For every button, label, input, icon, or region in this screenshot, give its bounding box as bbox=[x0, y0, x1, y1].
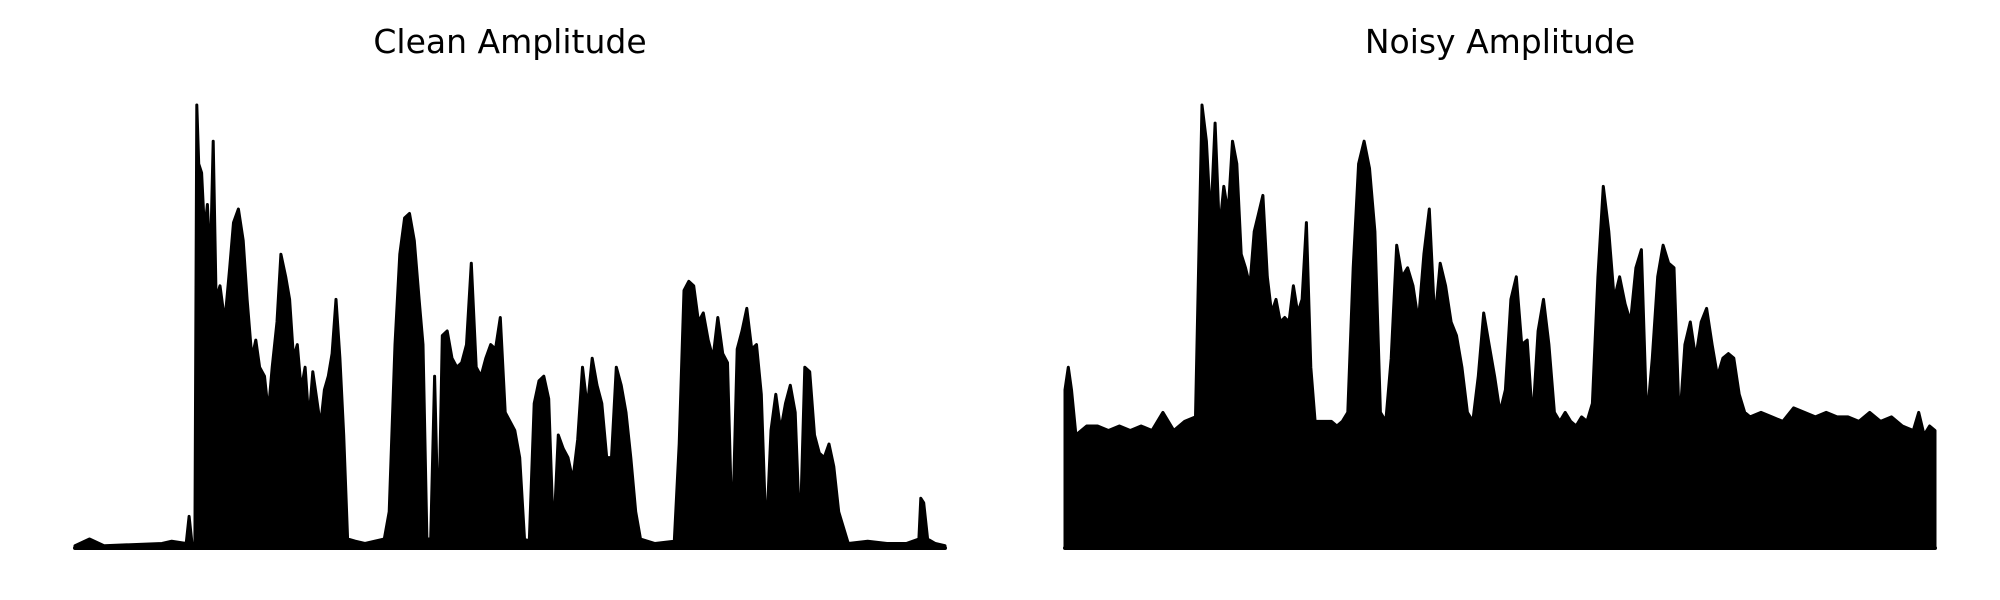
clean-amplitude-panel: Clean Amplitude bbox=[60, 0, 960, 600]
noisy-amplitude-panel: Noisy Amplitude bbox=[1050, 0, 1950, 600]
noisy-amplitude-envelope bbox=[1063, 103, 1937, 550]
clean-amplitude-plot bbox=[73, 103, 947, 550]
clean-amplitude-title: Clean Amplitude bbox=[373, 22, 647, 61]
noisy-amplitude-plot bbox=[1063, 103, 1937, 550]
clean-amplitude-envelope bbox=[73, 103, 947, 550]
noisy-amplitude-title: Noisy Amplitude bbox=[1364, 22, 1636, 61]
